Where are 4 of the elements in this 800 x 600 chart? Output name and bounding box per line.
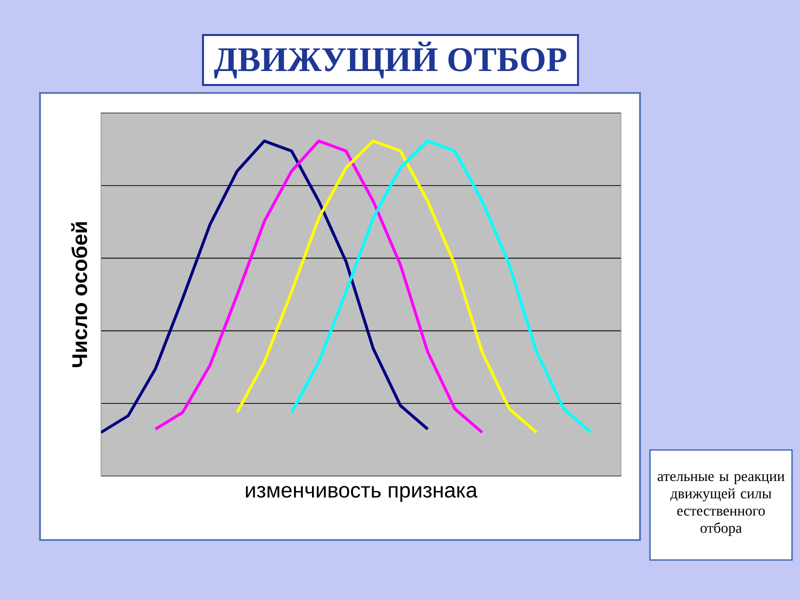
text: ательные ы реакции движущей силы естественного отбора: [658, 474, 784, 536]
x-axis-title: изменчивость признака: [246, 486, 478, 502]
y-axis-title: Число особей: [71, 222, 88, 368]
chart-title: ДВИЖУЩИЙ ОТБОР: [214, 42, 566, 78]
